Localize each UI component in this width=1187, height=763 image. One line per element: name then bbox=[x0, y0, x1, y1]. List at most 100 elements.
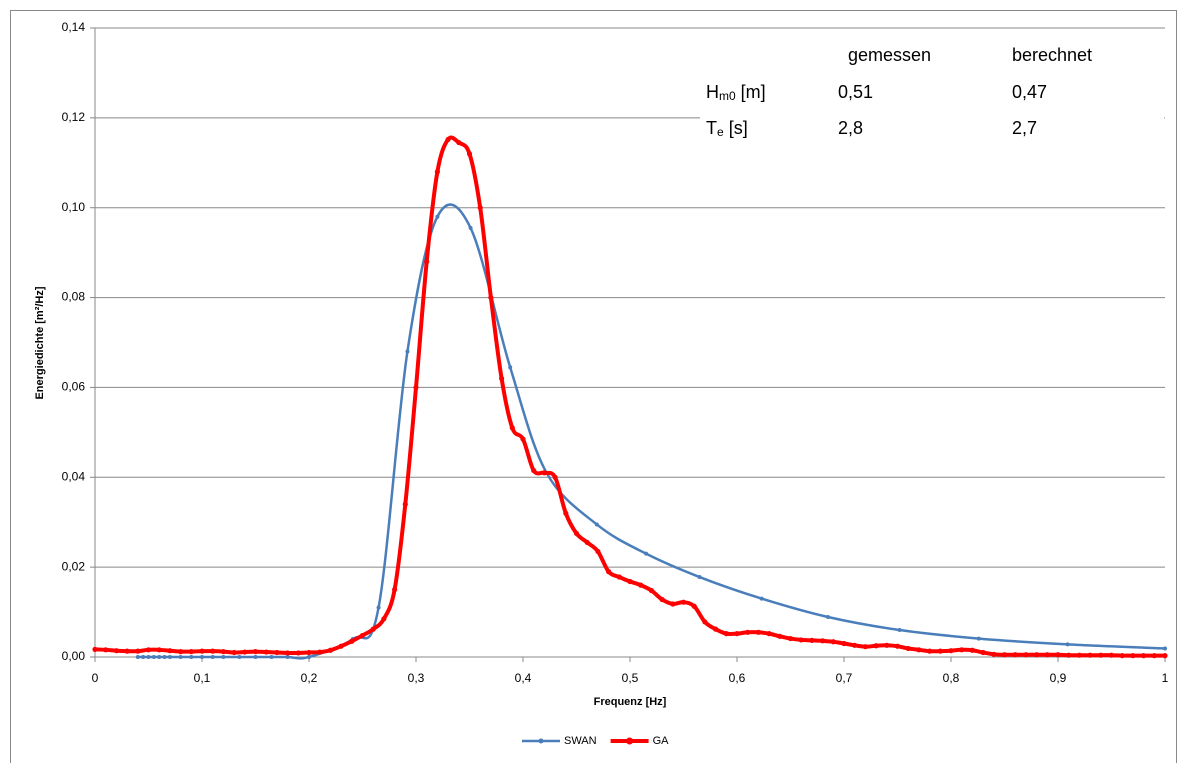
data-point bbox=[1012, 652, 1018, 658]
data-point bbox=[435, 214, 440, 219]
legend-marker bbox=[538, 738, 544, 744]
data-point bbox=[424, 259, 430, 265]
data-point bbox=[338, 643, 344, 649]
data-point bbox=[151, 655, 156, 659]
data-point bbox=[327, 647, 333, 653]
data-point bbox=[402, 501, 408, 507]
data-point bbox=[178, 655, 183, 659]
y-axis-title: Energiedichte [m²/Hz] bbox=[34, 286, 46, 399]
annotation-table: gemessen berechnet Hm0 [m] 0,51 0,47 Te … bbox=[700, 29, 1164, 145]
data-point bbox=[317, 649, 323, 655]
data-point bbox=[434, 169, 440, 175]
x-tick-label: 0,5 bbox=[622, 671, 639, 685]
data-point bbox=[862, 644, 869, 650]
data-point bbox=[1141, 653, 1147, 659]
x-tick-label: 0,6 bbox=[729, 671, 746, 685]
data-point bbox=[124, 648, 130, 654]
data-point bbox=[1108, 652, 1115, 658]
data-point bbox=[638, 582, 644, 588]
data-point bbox=[713, 626, 719, 632]
data-point bbox=[135, 648, 141, 654]
data-point bbox=[306, 649, 312, 656]
data-point bbox=[1001, 652, 1008, 658]
data-point bbox=[702, 619, 708, 625]
data-point bbox=[1162, 653, 1168, 659]
data-point bbox=[1065, 642, 1070, 647]
data-point bbox=[777, 633, 783, 639]
data-point bbox=[830, 639, 836, 645]
legend-marker bbox=[626, 737, 634, 745]
data-point bbox=[670, 601, 676, 607]
x-tick-label: 0,8 bbox=[943, 671, 960, 685]
data-point bbox=[167, 655, 172, 659]
data-point bbox=[531, 467, 537, 474]
data-point bbox=[959, 647, 965, 653]
data-point bbox=[468, 225, 473, 230]
data-point bbox=[466, 151, 473, 157]
y-tick-label: 0,02 bbox=[62, 559, 86, 573]
data-point bbox=[976, 636, 981, 641]
data-point bbox=[759, 596, 764, 601]
data-point bbox=[285, 650, 291, 656]
data-point bbox=[594, 522, 599, 527]
x-tick-label: 0,3 bbox=[408, 671, 425, 685]
data-point bbox=[359, 632, 366, 639]
data-point bbox=[969, 647, 976, 653]
x-tick-label: 0 bbox=[92, 671, 99, 685]
data-point bbox=[1076, 652, 1082, 658]
data-point bbox=[1130, 653, 1136, 659]
x-tick-label: 0,7 bbox=[836, 671, 853, 685]
data-point bbox=[295, 650, 301, 656]
data-point bbox=[1087, 652, 1093, 658]
data-point bbox=[509, 425, 515, 431]
data-point bbox=[798, 637, 804, 643]
data-point bbox=[659, 596, 665, 603]
data-point bbox=[541, 470, 548, 476]
data-point bbox=[392, 587, 398, 593]
data-point bbox=[456, 139, 462, 146]
data-point bbox=[563, 510, 569, 516]
data-point bbox=[991, 651, 997, 657]
data-point bbox=[820, 638, 826, 644]
data-point bbox=[405, 349, 410, 354]
data-point bbox=[584, 539, 590, 546]
y-tick-label: 0,10 bbox=[62, 200, 86, 214]
data-point bbox=[189, 655, 194, 659]
data-point bbox=[508, 365, 513, 370]
data-point bbox=[285, 655, 290, 659]
data-point bbox=[905, 645, 911, 652]
data-point bbox=[852, 642, 858, 648]
data-point bbox=[825, 615, 830, 620]
data-point bbox=[477, 205, 483, 211]
data-point bbox=[948, 648, 954, 654]
data-point bbox=[937, 648, 943, 654]
annotation-row-label: Te [s] bbox=[706, 118, 748, 139]
data-point bbox=[221, 655, 226, 659]
data-point bbox=[766, 631, 772, 637]
label-sub: m0 bbox=[719, 89, 736, 103]
x-axis-title: Frequenz [Hz] bbox=[594, 696, 667, 708]
data-point bbox=[141, 655, 146, 659]
data-point bbox=[242, 649, 248, 655]
data-point bbox=[1034, 652, 1040, 658]
data-point bbox=[573, 530, 580, 537]
data-point bbox=[157, 655, 162, 659]
data-point bbox=[188, 649, 194, 655]
label-sub: e bbox=[717, 125, 724, 139]
data-point bbox=[252, 649, 259, 655]
data-point bbox=[253, 655, 258, 659]
label-base: H bbox=[706, 82, 719, 102]
y-tick-label: 0,14 bbox=[62, 20, 86, 34]
x-tick-label: 0,1 bbox=[194, 671, 211, 685]
x-tick-label: 0,4 bbox=[515, 671, 532, 685]
data-point bbox=[103, 647, 109, 653]
data-point bbox=[488, 294, 494, 301]
legend-label: SWAN bbox=[564, 735, 597, 747]
annotation-value: 0,51 bbox=[838, 82, 873, 102]
data-point bbox=[616, 574, 622, 580]
data-point bbox=[745, 629, 751, 635]
data-point bbox=[897, 628, 902, 633]
data-point bbox=[307, 655, 311, 659]
data-point bbox=[199, 648, 205, 654]
data-point bbox=[349, 638, 355, 644]
